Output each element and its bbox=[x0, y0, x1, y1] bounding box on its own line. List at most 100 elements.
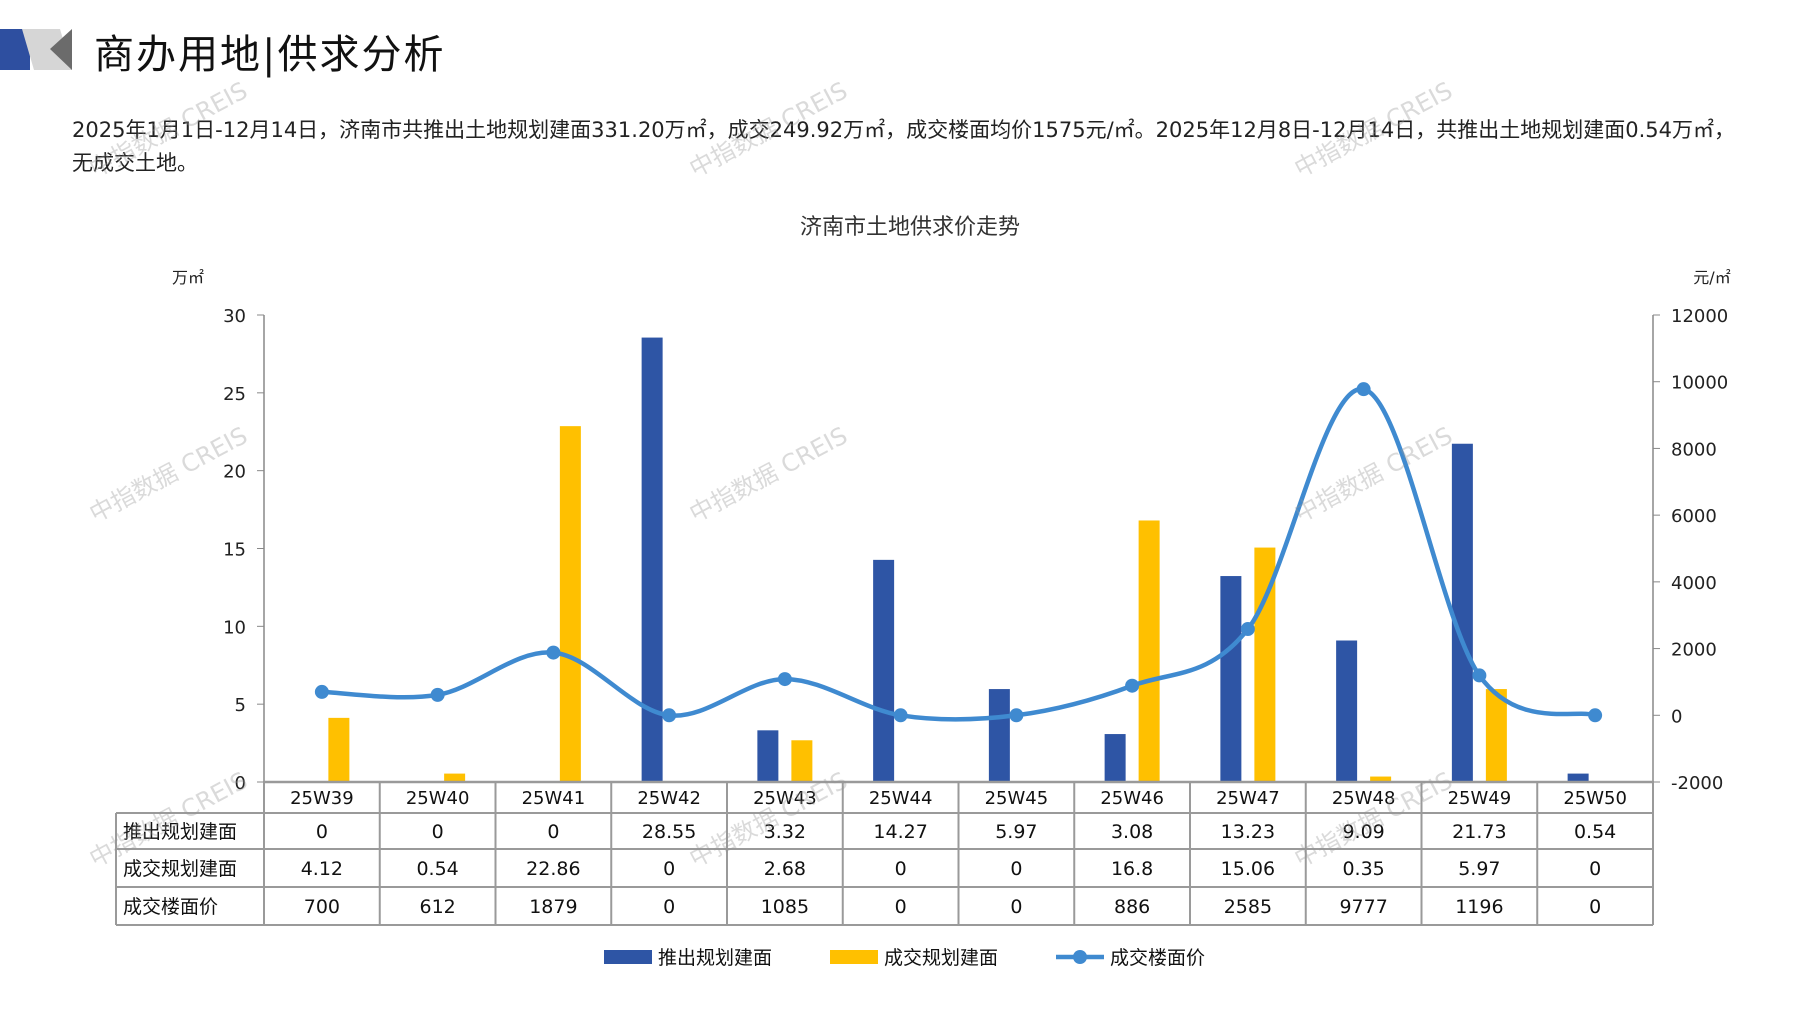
bar-deal bbox=[559, 426, 581, 782]
category-label: 25W50 bbox=[1563, 788, 1627, 809]
table-cell: 0 bbox=[895, 858, 907, 880]
price-point bbox=[314, 684, 329, 699]
bar-supply bbox=[1220, 576, 1242, 782]
table-cell: 2.68 bbox=[764, 858, 806, 880]
price-point bbox=[1240, 622, 1255, 637]
bar-supply bbox=[1104, 734, 1126, 782]
table-cell: 0 bbox=[663, 858, 675, 880]
table-cell: 0.54 bbox=[416, 858, 458, 880]
right-tick-label: 8000 bbox=[1671, 439, 1717, 460]
table-cell: 1879 bbox=[529, 896, 577, 918]
table-row-label: 成交规划建面 bbox=[123, 858, 237, 880]
table-cell: 1196 bbox=[1455, 896, 1503, 918]
bar-deal bbox=[1138, 520, 1160, 782]
legend-marker bbox=[1073, 950, 1087, 964]
table-cell: 15.06 bbox=[1221, 858, 1275, 880]
table-cell: 9.09 bbox=[1342, 821, 1384, 843]
table-cell: 0 bbox=[895, 896, 907, 918]
table-cell: 0 bbox=[547, 821, 559, 843]
bar-deal bbox=[328, 717, 350, 782]
bar-supply bbox=[1336, 640, 1358, 782]
table-cell: 3.32 bbox=[764, 821, 806, 843]
summary-text: 2025年1月1日-12月14日，济南市共推出土地规划建面331.20万㎡，成交… bbox=[72, 118, 1735, 175]
bar-supply bbox=[1567, 773, 1589, 782]
price-point bbox=[1009, 708, 1024, 723]
table-cell: 5.97 bbox=[995, 821, 1037, 843]
category-label: 25W43 bbox=[753, 788, 817, 809]
right-tick-label: 2000 bbox=[1671, 640, 1717, 661]
table-cell: 0 bbox=[316, 821, 328, 843]
bar-supply bbox=[988, 689, 1010, 782]
price-line bbox=[321, 386, 1596, 722]
legend-label: 成交规划建面 bbox=[884, 947, 998, 969]
category-label: 25W44 bbox=[869, 788, 933, 809]
table-cell: 0 bbox=[1589, 896, 1601, 918]
table-cell: 0 bbox=[663, 896, 675, 918]
left-tick-label: 5 bbox=[235, 695, 246, 716]
category-label: 25W47 bbox=[1216, 788, 1280, 809]
legend-label: 成交楼面价 bbox=[1110, 947, 1205, 969]
bar-deal bbox=[791, 740, 813, 782]
table-cell: 28.55 bbox=[642, 821, 696, 843]
table-cell: 0 bbox=[432, 821, 444, 843]
table-cell: 14.27 bbox=[873, 821, 927, 843]
category-label: 25W40 bbox=[406, 788, 470, 809]
table-cell: 0 bbox=[1010, 858, 1022, 880]
right-axis-unit: 元/㎡ bbox=[1693, 268, 1730, 287]
left-tick-label: 0 bbox=[235, 773, 246, 794]
price-point bbox=[1588, 708, 1603, 723]
left-axis-unit: 万㎡ bbox=[172, 268, 204, 287]
category-label: 25W45 bbox=[985, 788, 1049, 809]
table-cell: 5.97 bbox=[1458, 858, 1500, 880]
chart-title: 济南市土地供求价走势 bbox=[800, 215, 1020, 240]
table-cell: 0.35 bbox=[1342, 858, 1384, 880]
legend-swatch bbox=[604, 950, 652, 964]
right-tick-label: 4000 bbox=[1671, 573, 1717, 594]
legend-label: 推出规划建面 bbox=[658, 947, 772, 969]
table-cell: 612 bbox=[419, 896, 455, 918]
right-tick-label: 6000 bbox=[1671, 506, 1717, 527]
category-label: 25W42 bbox=[637, 788, 701, 809]
category-label: 25W41 bbox=[522, 788, 586, 809]
category-label: 25W39 bbox=[290, 788, 354, 809]
page-title: 商办用地|供求分析 bbox=[94, 32, 446, 78]
bar-supply bbox=[757, 730, 779, 782]
left-tick-label: 25 bbox=[223, 384, 246, 405]
table-cell: 21.73 bbox=[1452, 821, 1506, 843]
table-cell: 886 bbox=[1114, 896, 1150, 918]
price-point bbox=[662, 708, 677, 723]
legend-swatch bbox=[830, 950, 878, 964]
bar-supply bbox=[873, 559, 895, 782]
right-tick-label: 10000 bbox=[1671, 373, 1728, 394]
right-tick-label: 0 bbox=[1671, 706, 1682, 727]
table-cell: 0.54 bbox=[1574, 821, 1616, 843]
table-cell: 2585 bbox=[1224, 896, 1272, 918]
bar-supply bbox=[641, 337, 663, 782]
left-tick-label: 15 bbox=[223, 540, 246, 561]
table-cell: 1085 bbox=[761, 896, 809, 918]
table-cell: 0 bbox=[1589, 858, 1601, 880]
bar-deal bbox=[1370, 776, 1392, 782]
price-point bbox=[546, 645, 561, 660]
bar-supply bbox=[1451, 443, 1473, 782]
price-point bbox=[1356, 382, 1371, 397]
table-cell: 16.8 bbox=[1111, 858, 1153, 880]
table-cell: 4.12 bbox=[301, 858, 343, 880]
right-tick-label: 12000 bbox=[1671, 306, 1728, 327]
price-point bbox=[1472, 668, 1487, 683]
table-row-label: 成交楼面价 bbox=[123, 896, 218, 918]
header-decoration bbox=[0, 29, 72, 70]
category-label: 25W46 bbox=[1100, 788, 1164, 809]
price-point bbox=[430, 687, 445, 702]
category-label: 25W49 bbox=[1448, 788, 1512, 809]
right-tick-label: -2000 bbox=[1671, 773, 1723, 794]
price-point bbox=[777, 672, 792, 687]
price-point bbox=[1125, 678, 1140, 693]
left-tick-label: 20 bbox=[223, 462, 246, 483]
table-cell: 0 bbox=[1010, 896, 1022, 918]
left-tick-label: 30 bbox=[223, 306, 246, 327]
price-point bbox=[893, 708, 908, 723]
left-tick-label: 10 bbox=[223, 617, 246, 638]
table-cell: 3.08 bbox=[1111, 821, 1153, 843]
